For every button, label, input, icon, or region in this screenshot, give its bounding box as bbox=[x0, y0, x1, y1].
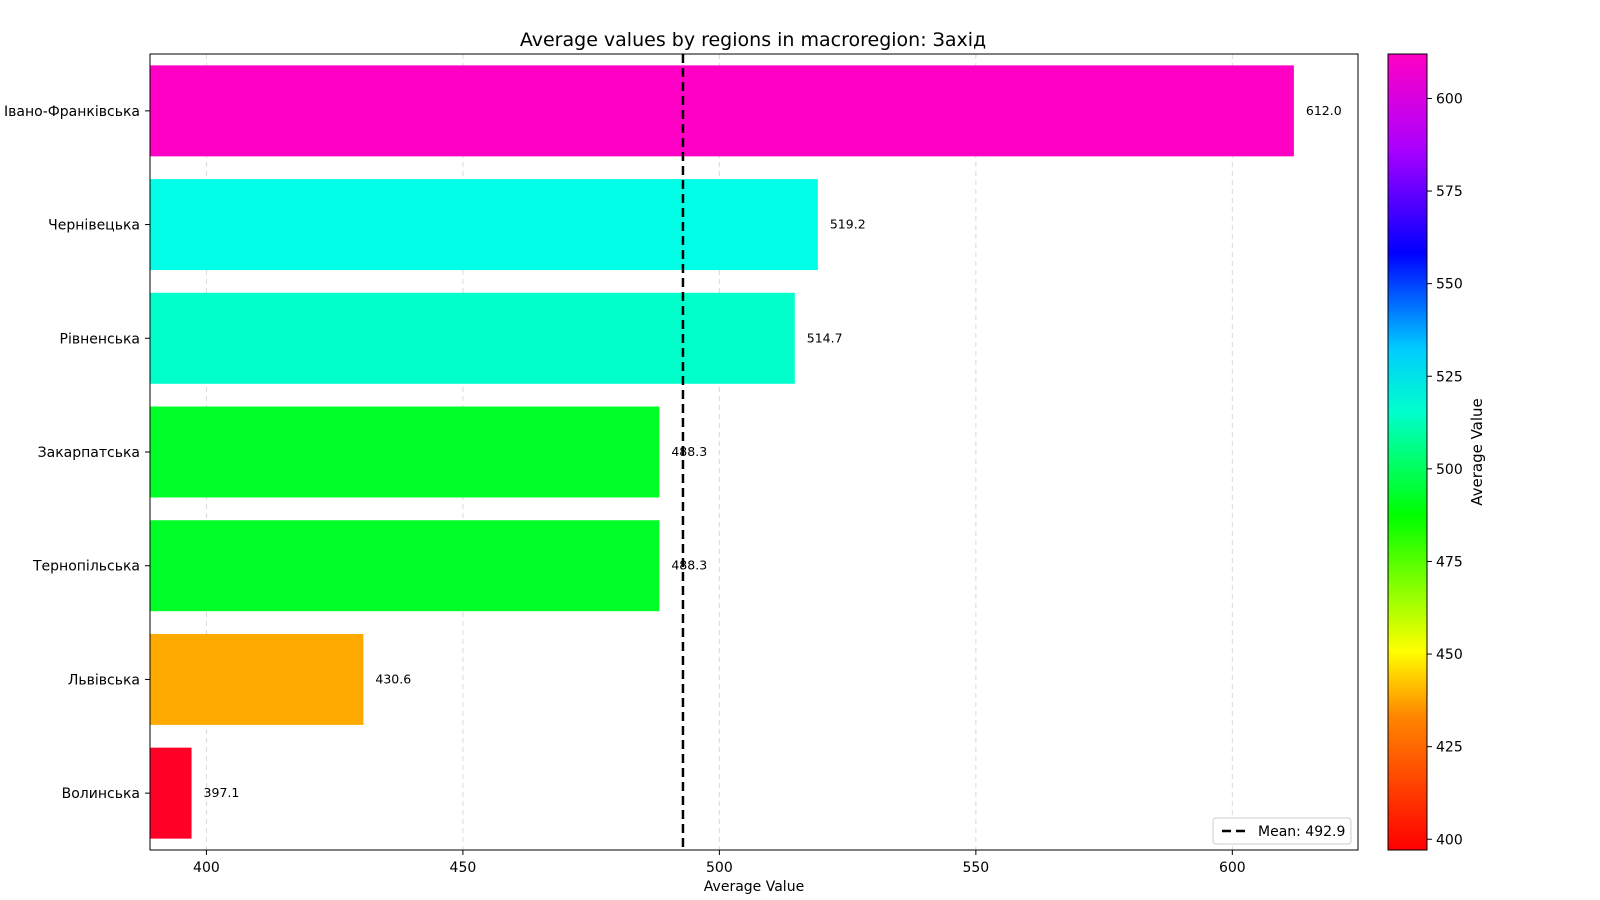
y-category-label: Тернопільська bbox=[32, 559, 140, 575]
y-axis-categories: Івано-Франківська Чернівецька Рівненська За… bbox=[4, 104, 150, 802]
bar-value-label: 514.7 bbox=[807, 330, 843, 345]
y-category-label: Львівська bbox=[68, 672, 140, 688]
legend-mean-label: Mean: 492.9 bbox=[1258, 824, 1345, 840]
colorbar-label: Average Value bbox=[1468, 398, 1486, 506]
colorbar-tick-label: 525 bbox=[1436, 369, 1463, 385]
chart-title: Average values by regions in macroregion… bbox=[520, 29, 986, 51]
y-category-label: Волинська bbox=[62, 786, 140, 802]
bar-value-label: 488.3 bbox=[671, 444, 707, 459]
y-category-label: Рівненська bbox=[60, 331, 141, 347]
colorbar-tick-label: 450 bbox=[1436, 647, 1463, 663]
y-category-label: Закарпатська bbox=[38, 445, 140, 461]
y-category-label: Івано-Франківська bbox=[4, 104, 140, 120]
x-axis-label: Average Value bbox=[704, 879, 804, 895]
x-tick-label: 550 bbox=[962, 860, 989, 876]
bar-value-label: 519.2 bbox=[830, 217, 866, 232]
colorbar-tick-label: 475 bbox=[1436, 554, 1463, 570]
colorbar-gradient bbox=[1387, 53, 1428, 851]
bar-value-label: 488.3 bbox=[671, 558, 707, 573]
bar bbox=[150, 747, 192, 839]
legend: Mean: 492.9 bbox=[1212, 817, 1352, 845]
colorbar: 400 425 450 475 500 525 550 575 600 Average Valu… bbox=[1387, 53, 1486, 851]
bar-value-label: 612.0 bbox=[1306, 103, 1342, 118]
legend-box bbox=[1212, 817, 1352, 845]
colorbar-tick-label: 425 bbox=[1436, 740, 1463, 756]
x-axis-ticks: 400 450 500 550 600 bbox=[193, 850, 1246, 876]
x-tick-label: 400 bbox=[193, 860, 220, 876]
bar-value-label: 430.6 bbox=[375, 671, 411, 686]
bar bbox=[150, 179, 818, 271]
colorbar-tick-label: 500 bbox=[1436, 462, 1463, 478]
x-tick-label: 500 bbox=[706, 860, 733, 876]
colorbar-tick-label: 400 bbox=[1436, 832, 1463, 848]
bar-value-label: 397.1 bbox=[204, 785, 240, 800]
bar-value-labels: 612.0 519.2 514.7 488.3 488.3 430.6 397.1 bbox=[204, 103, 1342, 800]
bar bbox=[150, 65, 1294, 157]
bar bbox=[150, 406, 660, 498]
y-category-label: Чернівецька bbox=[48, 218, 140, 234]
colorbar-tick-label: 600 bbox=[1436, 91, 1463, 107]
bar bbox=[150, 520, 660, 612]
bar bbox=[150, 292, 795, 384]
bar bbox=[150, 633, 364, 725]
bars bbox=[150, 65, 1294, 839]
x-tick-label: 450 bbox=[450, 860, 477, 876]
colorbar-tick-label: 550 bbox=[1436, 277, 1463, 293]
x-tick-label: 600 bbox=[1219, 860, 1246, 876]
colorbar-tick-label: 575 bbox=[1436, 184, 1463, 200]
colorbar-ticks: 400 425 450 475 500 525 550 575 600 bbox=[1427, 91, 1463, 848]
